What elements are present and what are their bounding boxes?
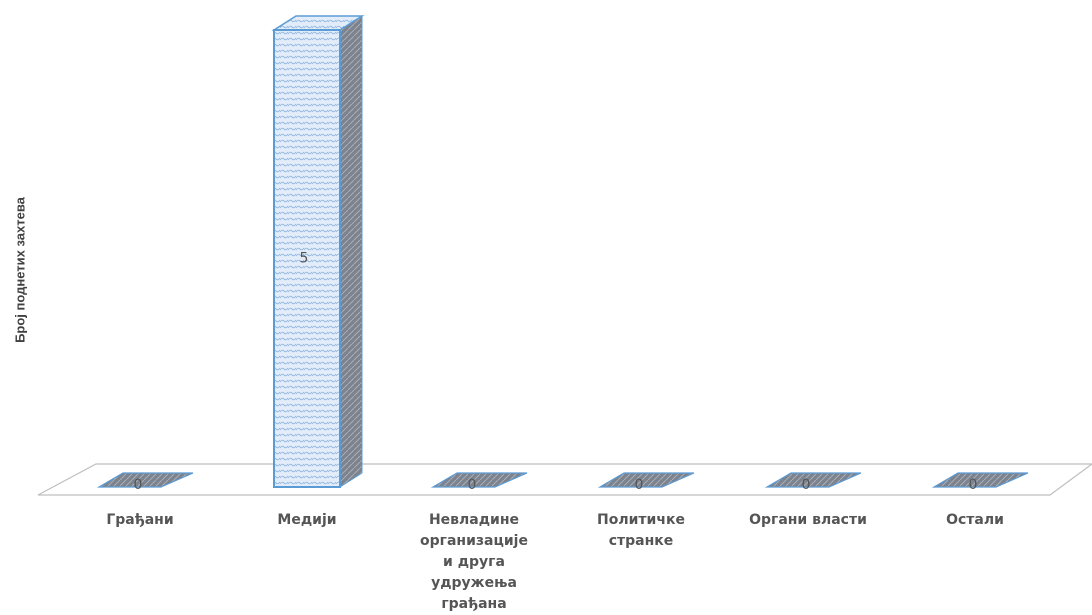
x-tick-label: Остали xyxy=(946,512,1004,528)
bar xyxy=(430,472,528,488)
x-tick-label: Медији xyxy=(277,512,337,528)
bar xyxy=(764,472,862,488)
floor-outline xyxy=(37,463,1092,496)
chart-bars xyxy=(96,15,1029,488)
chart-floor xyxy=(37,463,1092,496)
x-tick-label: Политичке странке xyxy=(597,512,685,549)
x-tick-label: Органи власти xyxy=(749,512,867,528)
data-label: 0 xyxy=(134,477,143,493)
bar-side xyxy=(339,15,363,488)
data-label: 0 xyxy=(969,477,978,493)
bar xyxy=(931,472,1029,488)
bar xyxy=(96,472,194,488)
bar xyxy=(273,29,341,488)
y-axis-label: Број поднетих захтева xyxy=(12,197,28,343)
data-label: 5 xyxy=(300,251,309,267)
x-tick-label: Грађани xyxy=(106,512,174,528)
bar xyxy=(597,472,695,488)
data-labels: 0 5 0 0 0 0 xyxy=(134,251,978,494)
x-tick-label: Невладине организације и друга удружења … xyxy=(420,512,528,612)
data-label: 0 xyxy=(802,477,811,493)
data-label: 0 xyxy=(635,477,644,493)
data-label: 0 xyxy=(468,477,477,493)
